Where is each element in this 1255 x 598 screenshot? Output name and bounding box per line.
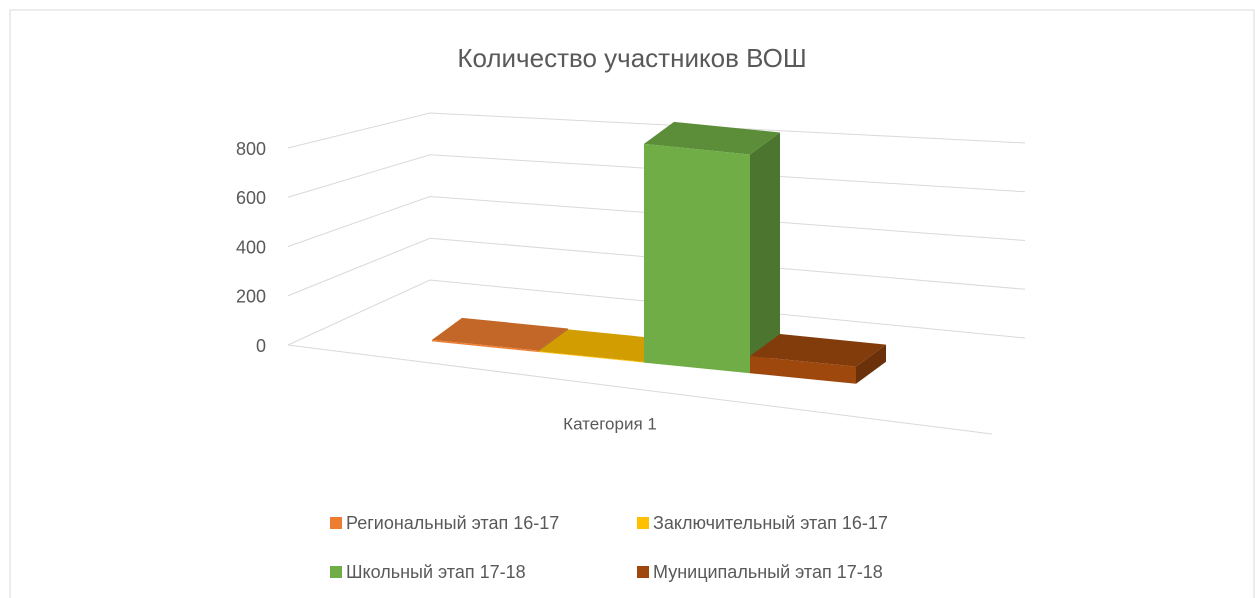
bar-top — [644, 121, 780, 155]
bar-side — [856, 344, 886, 384]
chart-title: Количество участников ВОШ — [457, 43, 806, 73]
grid-line — [287, 279, 1026, 346]
floor-edge — [287, 344, 993, 435]
x-tick-label: Категория 1 — [563, 414, 657, 433]
legend-label: Региональный этап 16-17 — [346, 513, 559, 533]
grid-line — [287, 195, 1026, 247]
legend-label: Муниципальный этап 17-18 — [653, 562, 883, 582]
bar-top — [538, 329, 674, 362]
grid-line — [287, 237, 1026, 297]
bar — [538, 351, 644, 363]
grid-line — [287, 154, 1026, 198]
bar-side — [750, 132, 780, 374]
grid-line — [287, 112, 1026, 149]
y-tick-label: 600 — [236, 188, 266, 208]
legend-swatch — [637, 517, 649, 529]
chart-border — [9, 9, 1255, 598]
bar — [432, 339, 538, 352]
legend-swatch — [330, 517, 342, 529]
legend-swatch — [330, 566, 342, 578]
bar-top — [432, 317, 568, 351]
bar — [750, 356, 856, 384]
y-tick-label: 0 — [256, 336, 266, 356]
legend-label: Заключительный этап 16-17 — [653, 513, 888, 533]
legend-swatch — [637, 566, 649, 578]
y-tick-label: 200 — [236, 287, 266, 307]
y-tick-label: 400 — [236, 237, 266, 257]
bar — [644, 143, 750, 374]
legend-label: Школьный этап 17-18 — [346, 562, 526, 582]
bar-top — [750, 334, 886, 367]
y-tick-label: 800 — [236, 139, 266, 159]
